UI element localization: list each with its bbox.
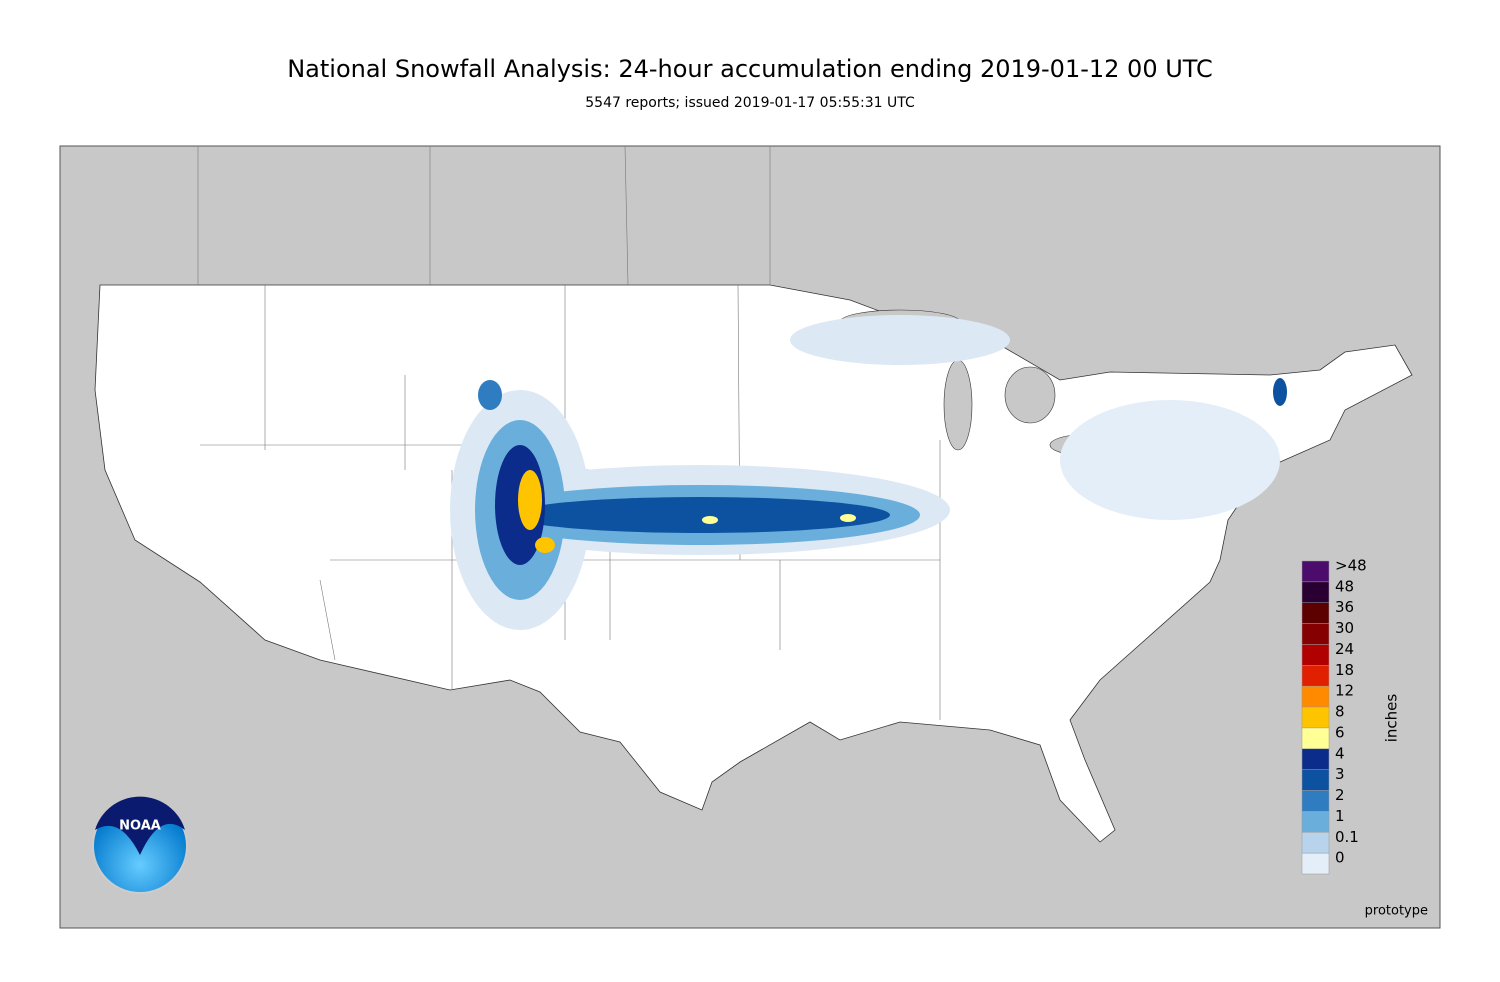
legend-label: 4 xyxy=(1335,744,1345,762)
noaa-logo: NOAA xyxy=(92,796,188,894)
legend-swatch xyxy=(1301,602,1330,624)
subtitle: 5547 reports; issued 2019-01-17 05:55:31… xyxy=(585,95,915,111)
legend-label: 3 xyxy=(1335,765,1345,783)
legend-label: 36 xyxy=(1335,598,1354,616)
legend-label: 0.1 xyxy=(1335,828,1359,846)
map xyxy=(59,145,1441,929)
legend-swatch xyxy=(1301,706,1330,729)
legend: >48 48 36 30 24 18 12 8 6 4 3 2 1 0.1 0 xyxy=(1301,557,1367,875)
legend-swatch xyxy=(1301,811,1330,833)
legend-swatch xyxy=(1301,748,1330,770)
legend-swatch xyxy=(1301,790,1330,812)
legend-label: 30 xyxy=(1335,619,1354,637)
legend-swatch xyxy=(1301,769,1330,791)
snow xyxy=(450,315,1287,630)
legend-label: >48 xyxy=(1335,557,1367,575)
legend-label: 2 xyxy=(1335,786,1345,804)
legend-swatch xyxy=(1301,560,1330,583)
legend-swatch xyxy=(1301,623,1330,645)
legend-label: 0 xyxy=(1335,849,1345,867)
legend-label: 12 xyxy=(1335,682,1354,700)
legend-unit: inches xyxy=(1383,694,1401,743)
legend-swatch xyxy=(1301,665,1330,687)
legend-label: 8 xyxy=(1335,703,1345,721)
legend-label: 1 xyxy=(1335,807,1345,825)
legend-swatch xyxy=(1301,727,1330,750)
legend-swatch xyxy=(1301,685,1330,708)
legend-swatch xyxy=(1301,644,1330,666)
legend-label: 24 xyxy=(1335,640,1354,658)
legend-swatch xyxy=(1301,852,1330,875)
legend-label: 48 xyxy=(1335,577,1354,595)
footer: prototype xyxy=(1365,904,1428,919)
legend-swatch xyxy=(1301,581,1330,603)
title: National Snowfall Analysis: 24-hour accu… xyxy=(287,55,1213,83)
legend-swatch xyxy=(1301,832,1330,854)
legend-label: 6 xyxy=(1335,723,1345,741)
logo-text: NOAA xyxy=(119,819,161,834)
legend-label: 18 xyxy=(1335,661,1354,679)
